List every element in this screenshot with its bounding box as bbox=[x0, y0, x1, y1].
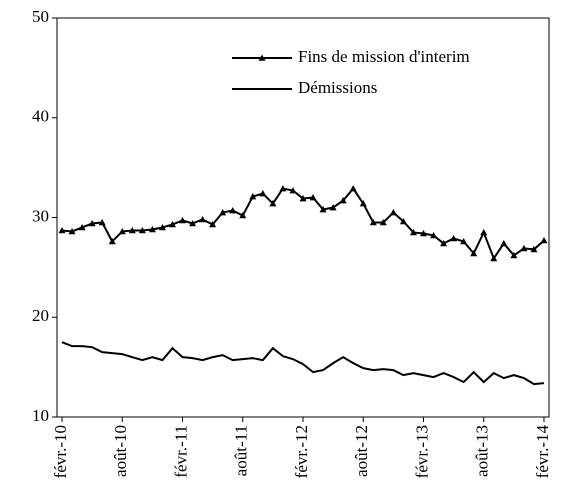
marker bbox=[78, 223, 86, 231]
marker bbox=[219, 209, 227, 216]
y-tick-label: 20 bbox=[32, 306, 49, 325]
marker bbox=[450, 234, 458, 242]
marker bbox=[289, 187, 297, 194]
marker bbox=[148, 225, 156, 233]
marker bbox=[419, 229, 427, 237]
marker bbox=[540, 236, 548, 244]
marker bbox=[98, 218, 106, 226]
y-tick-label: 10 bbox=[32, 406, 49, 425]
x-tick-label: févr.-12 bbox=[292, 425, 311, 478]
marker bbox=[209, 220, 217, 228]
x-tick-label: août-11 bbox=[232, 425, 251, 476]
marker bbox=[229, 207, 237, 214]
marker bbox=[108, 237, 116, 245]
marker bbox=[259, 190, 267, 197]
x-tick-label: févr.-10 bbox=[51, 425, 70, 478]
marker bbox=[430, 231, 438, 239]
marker bbox=[128, 226, 136, 234]
marker bbox=[299, 195, 307, 202]
marker bbox=[138, 226, 146, 234]
x-tick-label: août-12 bbox=[352, 425, 371, 477]
marker bbox=[329, 204, 337, 211]
marker bbox=[179, 216, 187, 224]
marker bbox=[339, 197, 347, 204]
y-tick-label: 40 bbox=[32, 107, 49, 126]
legend-label: Démissions bbox=[298, 78, 377, 97]
legend-label: Fins de mission d'interim bbox=[298, 47, 470, 66]
marker bbox=[409, 228, 417, 236]
marker bbox=[249, 193, 257, 200]
marker bbox=[189, 219, 197, 227]
marker bbox=[399, 217, 407, 225]
marker bbox=[88, 219, 96, 227]
marker bbox=[279, 185, 287, 192]
marker bbox=[319, 206, 327, 213]
marker bbox=[158, 223, 166, 231]
marker bbox=[269, 200, 277, 207]
x-tick-label: févr.-11 bbox=[171, 425, 190, 478]
marker bbox=[58, 226, 66, 234]
marker bbox=[369, 218, 377, 226]
marker bbox=[379, 218, 387, 226]
x-tick-label: août-10 bbox=[111, 425, 130, 477]
legend-marker bbox=[258, 54, 266, 61]
y-tick-label: 30 bbox=[32, 206, 49, 225]
marker bbox=[440, 239, 448, 247]
y-tick-label: 50 bbox=[32, 7, 49, 26]
marker bbox=[359, 200, 367, 207]
marker bbox=[510, 251, 518, 259]
x-tick-label: févr.-13 bbox=[412, 425, 431, 478]
marker bbox=[470, 249, 478, 257]
marker bbox=[309, 194, 317, 201]
marker bbox=[118, 227, 126, 235]
marker bbox=[500, 239, 508, 247]
marker bbox=[349, 185, 357, 192]
marker bbox=[460, 237, 468, 245]
marker bbox=[239, 212, 247, 219]
x-tick-label: août-13 bbox=[473, 425, 492, 477]
marker bbox=[389, 209, 397, 216]
x-tick-label: févr.-14 bbox=[533, 425, 552, 479]
marker bbox=[490, 254, 498, 262]
marker bbox=[168, 220, 176, 228]
marker bbox=[480, 228, 488, 236]
marker bbox=[520, 244, 528, 252]
marker bbox=[530, 245, 538, 253]
marker bbox=[68, 227, 76, 235]
marker bbox=[199, 215, 207, 223]
series-line bbox=[61, 341, 545, 386]
